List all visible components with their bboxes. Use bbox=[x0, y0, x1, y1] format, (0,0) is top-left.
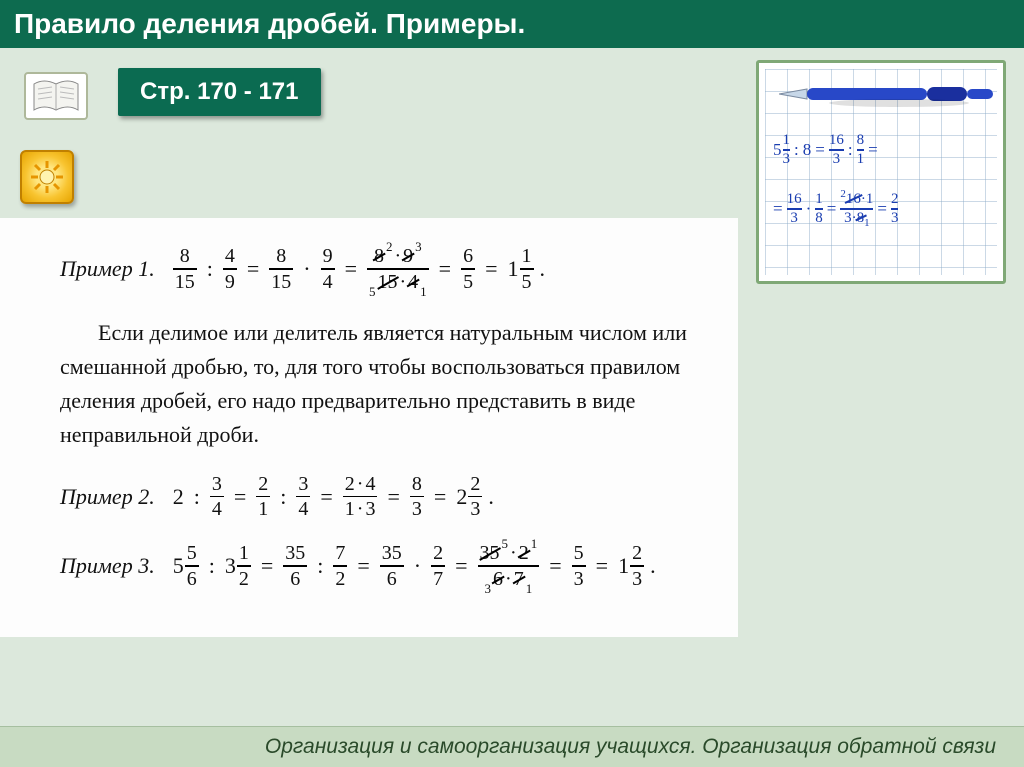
gear-icon[interactable] bbox=[20, 150, 74, 204]
example-3: Пример 3. 556 : 312 = 356 : 72 = 356 · 2… bbox=[60, 543, 702, 589]
textbook-content: Пример 1. 815 : 49 = 815 · 94 = 82·93 51… bbox=[0, 218, 738, 637]
example-1: Пример 1. 815 : 49 = 815 · 94 = 82·93 51… bbox=[60, 246, 702, 292]
slide-title: Правило деления дробей. Примеры. bbox=[0, 0, 1024, 48]
page-badge: Стр. 170 - 171 bbox=[118, 68, 321, 116]
notepad-grid: 513 :8= 163 : 81 = = 163 · 18 = 216·1 3·… bbox=[765, 69, 997, 275]
example-1-label: Пример 1. bbox=[60, 256, 155, 282]
example-2: Пример 2. 2: 34 = 21 : 34 = 2 · 4 1 · 3 … bbox=[60, 474, 702, 520]
footer-text: Организация и самоорганизация учащихся. … bbox=[0, 726, 1024, 767]
rule-paragraph: Если делимое или делитель является натур… bbox=[60, 316, 702, 452]
pen-icon bbox=[779, 79, 997, 109]
notepad-line-2: = 163 · 18 = 216·1 3·81 = 23 bbox=[773, 189, 993, 229]
book-icon bbox=[24, 72, 88, 120]
notepad-line-1: 513 :8= 163 : 81 = bbox=[773, 133, 993, 167]
notepad-panel: 513 :8= 163 : 81 = = 163 · 18 = 216·1 3·… bbox=[756, 60, 1006, 284]
example-2-label: Пример 2. bbox=[60, 484, 155, 510]
example-3-label: Пример 3. bbox=[60, 553, 155, 579]
main-area: Стр. 170 - 171 513 :8= 163 : 81 = = bbox=[0, 48, 1024, 728]
